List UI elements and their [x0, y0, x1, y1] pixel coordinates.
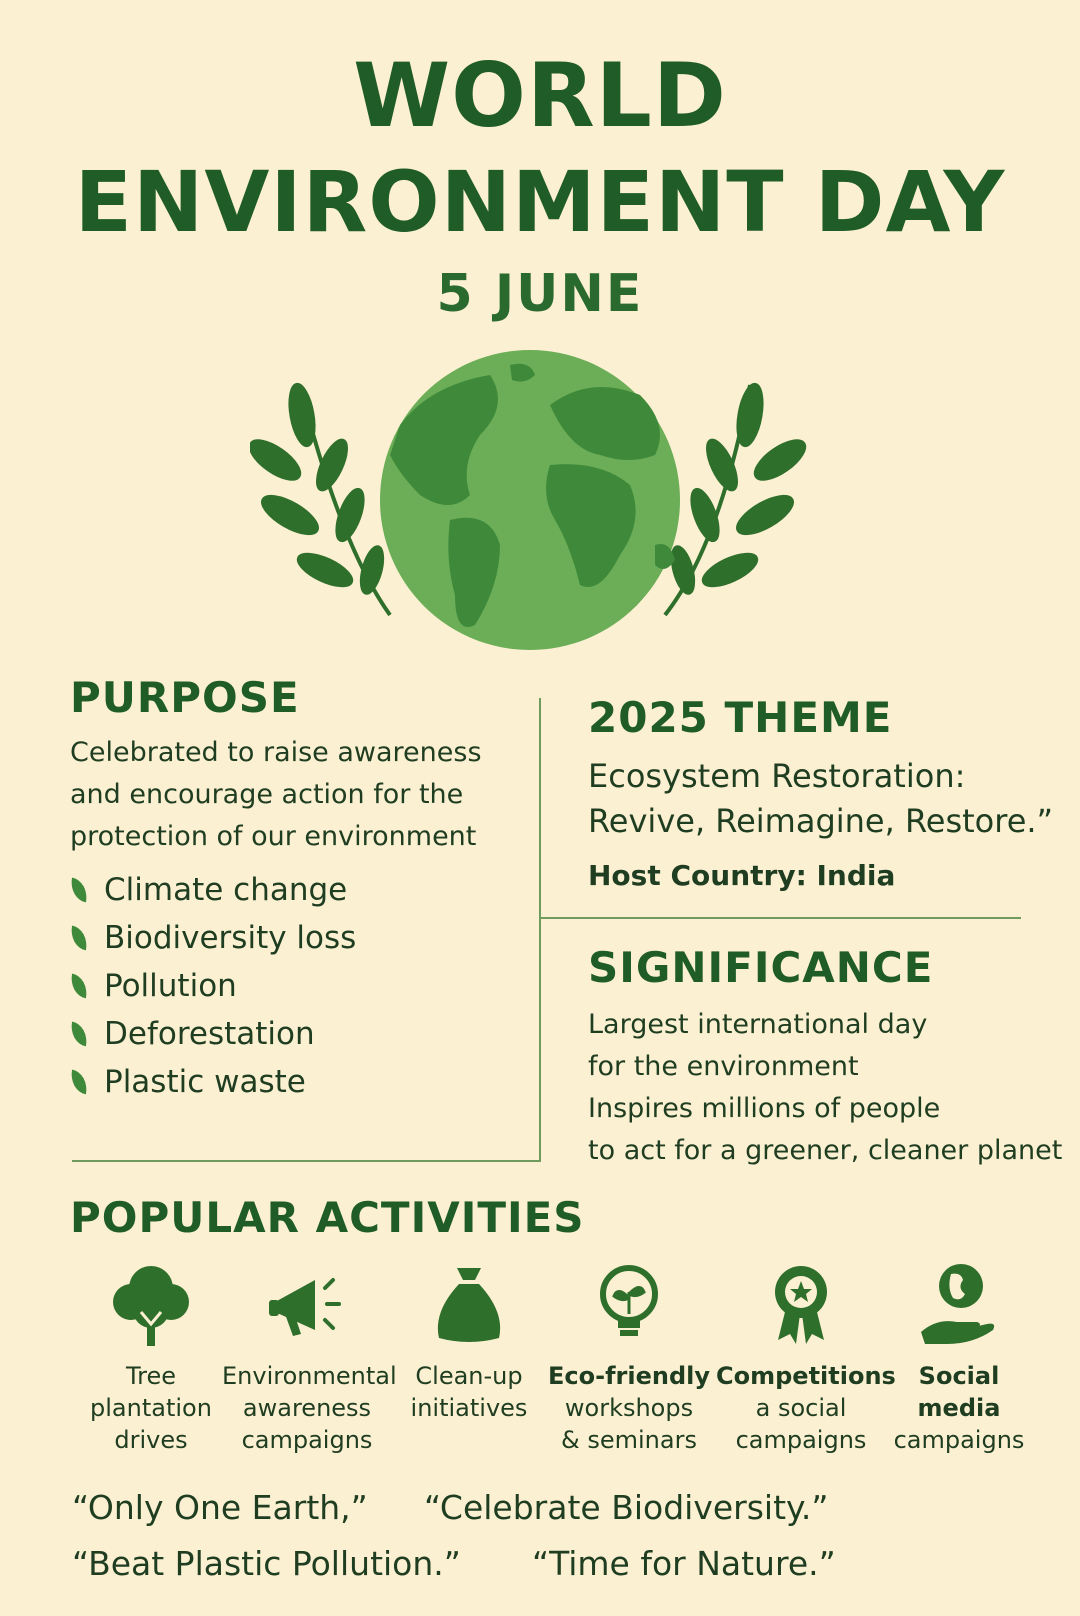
activity-label: Tree plantation drives [90, 1362, 212, 1454]
horizontal-divider-left [72, 1160, 541, 1162]
megaphone-icon [222, 1262, 392, 1346]
list-item: Climate change [68, 866, 356, 914]
theme-line-2: Revive, Reimagine, Restore.” [588, 802, 1054, 840]
significance-line-3: Inspires millions of people [588, 1093, 941, 1124]
earth-globe-icon [380, 350, 680, 650]
significance-line-4: to act for a greener, cleaner planet [588, 1135, 1063, 1166]
list-item: Pollution [68, 962, 356, 1010]
leaf-bullet-icon [68, 1069, 90, 1095]
lightbulb-icon [544, 1262, 714, 1346]
title-line-1: WORLD [353, 44, 727, 147]
list-item: Deforestation [68, 1010, 356, 1058]
slogan-2: “Celebrate Biodiversity.” [424, 1488, 829, 1527]
significance-heading: SIGNIFICANCE [588, 943, 934, 992]
activity-label: Competitions a social campaigns [716, 1362, 896, 1454]
leaf-bullet-icon [68, 1021, 90, 1047]
horizontal-divider-right [541, 917, 1021, 919]
activities-row: Tree plantation drives Environmental awa… [66, 1262, 1046, 1462]
title-line-2: ENVIRONMENT DAY [74, 153, 1006, 251]
bag-icon [384, 1262, 554, 1346]
activity-label: Eco-friendly workshops & seminars [548, 1362, 710, 1454]
leaf-bullet-icon [68, 877, 90, 903]
slogan-1: “Only One Earth,” [72, 1488, 368, 1527]
leaf-bullet-icon [68, 973, 90, 999]
list-item: Biodiversity loss [68, 914, 356, 962]
date-label: 5 JUNE [436, 264, 644, 324]
purpose-text: Celebrated to raise awareness and encour… [70, 737, 482, 852]
significance-line-1: Largest international day [588, 1009, 928, 1040]
theme-heading: 2025 THEME [588, 693, 893, 742]
vertical-divider [539, 698, 541, 1160]
activity-social-media: Social media campaigns [874, 1262, 1044, 1456]
award-icon [716, 1262, 886, 1346]
host-country: Host Country: India [588, 859, 896, 892]
significance-line-2: for the environment [588, 1051, 859, 1082]
activity-label: Social media campaigns [893, 1362, 1025, 1454]
left-laurel-icon [250, 382, 392, 617]
activity-label: Environmental awareness campaigns [222, 1362, 397, 1454]
activity-label: Clean-up initiatives [410, 1362, 528, 1422]
slogan-4: “Time for Nature.” [532, 1544, 836, 1583]
theme-line-1: Ecosystem Restoration: [588, 757, 966, 795]
activity-competitions: Competitions a social campaigns [716, 1262, 896, 1456]
activity-tree-plantation: Tree plantation drives [66, 1262, 236, 1456]
purpose-heading: PURPOSE [70, 673, 300, 722]
activity-eco-workshops: Eco-friendly workshops & seminars [544, 1262, 714, 1456]
hand-globe-icon [874, 1262, 1044, 1346]
tree-icon [66, 1262, 236, 1346]
leaf-bullet-icon [68, 925, 90, 951]
globe-illustration [250, 350, 807, 650]
activity-clean-up: Clean-up initiatives [384, 1262, 554, 1424]
purpose-list: Climate change Biodiversity loss Polluti… [68, 866, 356, 1106]
list-item: Plastic waste [68, 1058, 356, 1106]
activity-awareness-campaigns: Environmental awareness campaigns [222, 1262, 397, 1456]
activities-heading: POPULAR ACTIVITIES [70, 1193, 585, 1242]
right-laurel-icon [663, 382, 807, 617]
slogan-3: “Beat Plastic Pollution.” [72, 1544, 461, 1583]
